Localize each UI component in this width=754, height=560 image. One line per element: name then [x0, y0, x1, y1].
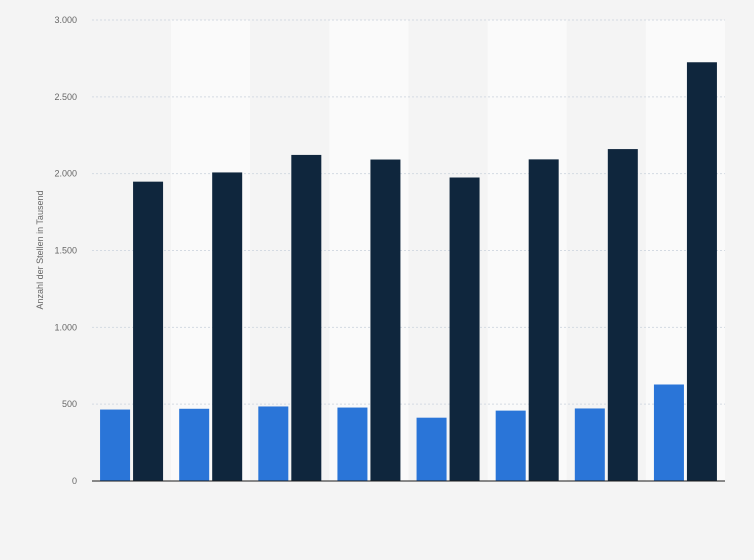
bar-series2-5[interactable] — [528, 159, 559, 481]
bar-marks — [100, 62, 717, 482]
y-tick-labels: 0 500 1.000 1.500 2.000 2.500 3.000 — [54, 15, 77, 486]
y-tick-label: 3.000 — [54, 15, 77, 25]
bar-series1-0[interactable] — [100, 409, 131, 481]
bar-series1-6[interactable] — [574, 408, 605, 481]
y-tick-label: 1.500 — [54, 246, 77, 256]
bar-series2-3[interactable] — [370, 159, 401, 481]
bar-series1-4[interactable] — [416, 417, 447, 481]
y-tick-label: 2.500 — [54, 92, 77, 102]
bar-series1-1[interactable] — [179, 408, 210, 481]
bar-series1-7[interactable] — [653, 384, 684, 481]
y-axis-title: Anzahl der Stellen in Tausend — [35, 191, 45, 310]
y-tick-label: 1.000 — [54, 322, 77, 332]
y-tick-label: 2.000 — [54, 169, 77, 179]
bar-series1-2[interactable] — [258, 406, 289, 481]
bar-series2-6[interactable] — [607, 149, 638, 481]
y-tick-label: 0 — [72, 476, 77, 486]
bar-series2-4[interactable] — [449, 177, 480, 481]
bar-series2-0[interactable] — [133, 181, 164, 481]
bar-series1-3[interactable] — [337, 407, 368, 481]
gridlines — [92, 19, 725, 405]
y-tick-label: 500 — [62, 399, 77, 409]
bar-series1-5[interactable] — [495, 410, 526, 481]
bar-series2-2[interactable] — [291, 154, 322, 482]
bar-series2-1[interactable] — [212, 172, 243, 482]
bar-series2-7[interactable] — [686, 62, 717, 482]
